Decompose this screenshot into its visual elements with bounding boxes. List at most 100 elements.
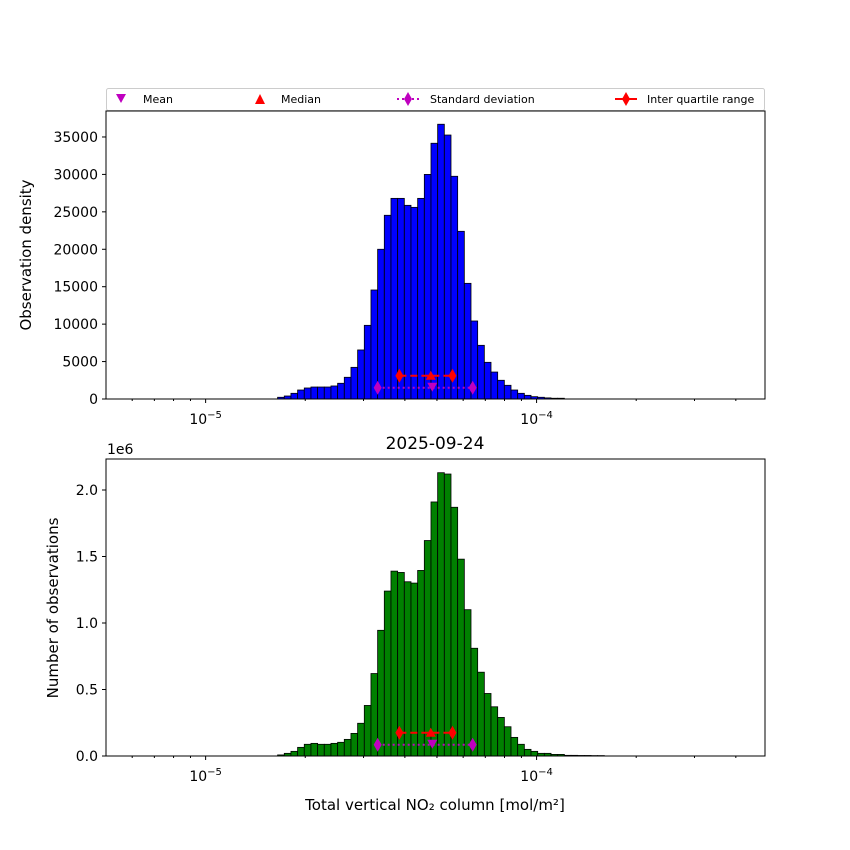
top-std-marker bbox=[373, 380, 382, 395]
y-offset-text: 1e6 bbox=[107, 442, 134, 458]
bottom-histogram-bar bbox=[457, 558, 465, 757]
bottom-histogram-bar bbox=[403, 581, 412, 757]
top-y-tick-label: 30000 bbox=[53, 167, 98, 183]
top-y-tick-label: 25000 bbox=[53, 205, 98, 221]
top-histogram-bar bbox=[477, 344, 485, 400]
bottom-mean-marker bbox=[427, 739, 438, 749]
top-histogram-bar bbox=[443, 134, 452, 400]
top-histogram-bar bbox=[377, 248, 385, 400]
top-histogram-bar bbox=[310, 386, 319, 400]
bottom-x-tick-label: 10−4 bbox=[520, 767, 553, 785]
bottom-histogram-bar bbox=[483, 693, 492, 757]
bottom-histogram-bar bbox=[497, 717, 505, 757]
bottom-histogram-bar bbox=[510, 736, 519, 757]
bottom-histogram-bar bbox=[357, 722, 365, 757]
top-axes-frame bbox=[105, 110, 766, 400]
legend-std-label: Standard deviation bbox=[430, 93, 535, 106]
top-histogram-bar bbox=[297, 389, 305, 400]
bottom-histogram-bar bbox=[430, 501, 439, 757]
top-histogram-bar bbox=[383, 214, 392, 400]
top-y-tick-label: 5000 bbox=[62, 355, 98, 371]
legend-mean-label: Mean bbox=[143, 93, 173, 106]
top-y-tick-label: 10000 bbox=[53, 317, 98, 333]
top-iqr-marker bbox=[448, 368, 457, 383]
top-histogram-bar bbox=[463, 282, 472, 400]
bottom-histogram-bar bbox=[423, 540, 432, 757]
top-histogram-bar bbox=[457, 230, 465, 400]
bottom-histogram-bar bbox=[417, 570, 425, 757]
bottom-histogram-bar bbox=[450, 506, 459, 757]
top-histogram-bar bbox=[503, 384, 512, 400]
bottom-histogram-bar bbox=[377, 629, 385, 757]
bottom-x-tick-label: 10−5 bbox=[189, 767, 222, 785]
top-histogram-bar bbox=[337, 382, 345, 400]
top-histogram-bar bbox=[510, 389, 519, 400]
bottom-y-tick-label: 2.0 bbox=[76, 483, 98, 499]
bottom-y-tick-label: 0.0 bbox=[76, 749, 98, 765]
bottom-histogram-bar bbox=[390, 570, 399, 757]
bottom-histogram-bar bbox=[443, 473, 452, 757]
bottom-histogram-bar bbox=[503, 726, 512, 757]
top-x-tick-label: 10−4 bbox=[520, 410, 553, 428]
top-histogram-bar bbox=[450, 175, 459, 400]
top-y-tick-label: 15000 bbox=[53, 280, 98, 296]
top-histogram-bar bbox=[403, 204, 412, 400]
iqr-legend-icon bbox=[615, 92, 637, 106]
bottom-iqr-marker bbox=[395, 725, 404, 740]
bottom-histogram-axes: 10−5 10−4 0.0 0.5 1.0 1.5 2.0 bbox=[76, 458, 766, 785]
bottom-histogram-bar bbox=[297, 746, 305, 757]
top-histogram-bar bbox=[417, 197, 425, 400]
top-x-tick-label: 10−5 bbox=[189, 410, 222, 428]
top-y-tick-label: 0 bbox=[89, 392, 98, 408]
bottom-chart-title: 2025-09-24 bbox=[386, 434, 485, 454]
bottom-histogram-bar bbox=[530, 750, 539, 757]
bottom-histogram-bar bbox=[437, 472, 445, 757]
top-histogram-bar bbox=[490, 371, 499, 400]
bottom-histogram-bar bbox=[363, 705, 372, 757]
bottom-histogram-bar bbox=[410, 582, 419, 757]
bottom-histogram-bar bbox=[517, 743, 525, 757]
bottom-histogram-bar bbox=[490, 706, 499, 757]
bottom-histogram-bar bbox=[383, 590, 392, 757]
std-legend-icon bbox=[397, 92, 419, 106]
bottom-axes-frame bbox=[105, 458, 766, 757]
bottom-histogram-bar bbox=[350, 732, 359, 757]
bottom-histogram-bar bbox=[303, 743, 312, 757]
top-histogram-bar bbox=[330, 385, 339, 400]
bottom-median-marker bbox=[425, 727, 436, 737]
top-histogram-bar bbox=[350, 366, 359, 400]
top-histogram-bar bbox=[523, 394, 532, 400]
top-histogram-bar bbox=[343, 376, 352, 400]
bottom-histogram-bar bbox=[337, 741, 345, 757]
bottom-histogram-bar bbox=[290, 750, 299, 757]
bottom-histogram-bar bbox=[330, 742, 339, 757]
top-histogram-bar bbox=[357, 349, 365, 400]
top-histogram-bar bbox=[390, 197, 399, 400]
bottom-histogram-bar bbox=[477, 671, 485, 757]
legend-median-label: Median bbox=[281, 93, 321, 106]
top-histogram-bar bbox=[290, 392, 299, 400]
top-histogram-bar bbox=[363, 324, 372, 400]
bottom-y-tick-label: 1.5 bbox=[76, 549, 98, 565]
top-y-axis-label: Observation density bbox=[17, 179, 35, 330]
top-median-marker bbox=[425, 370, 436, 380]
top-histogram-bar bbox=[397, 197, 405, 400]
mean-legend-icon bbox=[116, 94, 126, 103]
top-y-tick-label: 35000 bbox=[53, 130, 98, 146]
bottom-std-marker bbox=[373, 737, 382, 752]
top-histogram-bar bbox=[410, 206, 419, 400]
bottom-histogram-bar bbox=[343, 738, 352, 757]
bottom-y-axis-label: Number of observations bbox=[44, 517, 62, 698]
median-legend-icon bbox=[255, 94, 265, 104]
bottom-histogram-bar bbox=[317, 743, 325, 757]
top-histogram-bar bbox=[323, 386, 332, 400]
bottom-y-tick-label: 0.5 bbox=[76, 682, 98, 698]
bottom-histogram-bar bbox=[310, 742, 319, 757]
top-y-tick-label: 20000 bbox=[53, 242, 98, 258]
bottom-std-marker bbox=[468, 737, 477, 752]
bottom-iqr-marker bbox=[448, 725, 457, 740]
top-histogram-bar bbox=[517, 392, 525, 400]
bottom-histogram-bar bbox=[323, 743, 332, 757]
legend-iqr-label: Inter quartile range bbox=[647, 93, 754, 106]
